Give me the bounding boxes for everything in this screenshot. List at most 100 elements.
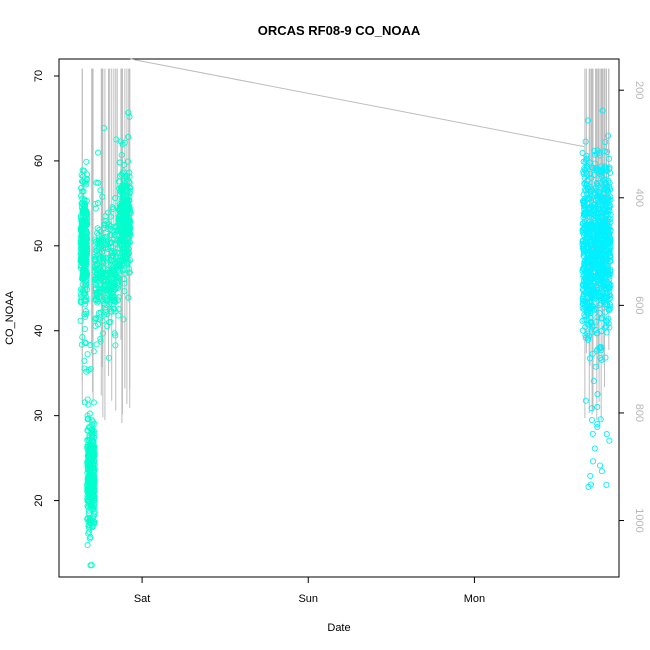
data-point — [81, 257, 89, 264]
data-point — [591, 206, 598, 213]
data-point — [84, 412, 91, 419]
data-point — [79, 334, 86, 341]
data-point — [579, 281, 586, 288]
data-point — [116, 201, 123, 208]
data-point — [97, 187, 104, 194]
data-point — [90, 438, 97, 446]
data-point — [83, 175, 90, 182]
data-point — [111, 330, 118, 337]
data-point — [79, 206, 86, 213]
data-point — [604, 186, 611, 193]
y-tick-label: 70 — [33, 70, 45, 82]
data-point — [107, 318, 114, 326]
data-point — [604, 283, 611, 290]
data-point — [594, 391, 601, 398]
data-point — [112, 252, 120, 260]
data-point — [108, 232, 115, 239]
data-point — [94, 269, 101, 276]
data-point — [79, 234, 86, 241]
data-point — [592, 213, 599, 220]
data-point — [590, 261, 597, 268]
data-point — [119, 141, 126, 148]
data-point — [582, 138, 589, 145]
data-point — [84, 437, 91, 444]
data-point — [99, 193, 106, 200]
data-point — [108, 239, 115, 246]
data-point — [607, 295, 614, 302]
data-point — [115, 178, 122, 185]
data-point — [596, 309, 603, 317]
data-point — [589, 350, 596, 357]
data-point — [603, 183, 611, 190]
data-point — [591, 445, 598, 452]
data-point — [92, 285, 99, 292]
data-point — [98, 232, 105, 240]
y-tick-label: 50 — [33, 240, 45, 252]
data-point — [101, 282, 109, 289]
axes-layer: 20 30 40 50 60 70 Sat Sun Mon 200 400 600 800 1000 — [33, 70, 645, 605]
data-point — [77, 317, 84, 324]
data-point — [100, 330, 107, 337]
data-point — [81, 365, 88, 372]
data-point — [107, 223, 114, 230]
data-point — [109, 204, 116, 211]
data-point — [105, 354, 113, 361]
data-point — [592, 184, 599, 191]
data-point — [585, 336, 592, 343]
data-point — [95, 249, 103, 256]
data-point — [91, 467, 98, 474]
data-point — [594, 230, 601, 237]
data-point — [596, 240, 603, 247]
data-point — [119, 224, 126, 231]
data-point — [83, 281, 90, 288]
data-point — [583, 316, 590, 324]
data-point — [114, 277, 121, 284]
data-point — [81, 339, 88, 346]
data-point — [94, 200, 102, 207]
data-point — [79, 241, 86, 248]
data-point — [584, 185, 591, 192]
data-point — [601, 221, 608, 229]
data-point — [605, 206, 612, 213]
data-point — [120, 316, 127, 323]
data-point — [117, 138, 124, 145]
data-point — [84, 541, 91, 549]
data-point — [79, 218, 86, 225]
data-point — [586, 355, 593, 362]
data-point — [598, 246, 605, 254]
data-point — [124, 250, 131, 257]
data-point — [605, 273, 612, 280]
data-point — [594, 421, 601, 428]
data-point — [598, 468, 605, 475]
data-point — [581, 274, 589, 281]
data-point — [602, 270, 609, 277]
y-tick-label: 60 — [33, 155, 45, 167]
data-point — [606, 284, 613, 291]
data-point — [125, 133, 132, 141]
data-point — [600, 256, 607, 263]
data-point — [122, 236, 129, 243]
data-point — [86, 528, 93, 536]
data-point — [122, 270, 129, 277]
data-point — [587, 472, 594, 479]
data-point — [90, 512, 97, 519]
data-point — [78, 299, 85, 306]
data-point — [78, 262, 85, 269]
data-point — [81, 253, 88, 260]
data-point — [606, 248, 613, 255]
data-point — [581, 207, 588, 214]
data-point — [88, 562, 95, 569]
data-point — [107, 299, 114, 306]
data-point — [592, 160, 599, 167]
data-point — [81, 311, 88, 318]
data-point — [110, 297, 117, 304]
data-point — [126, 226, 134, 233]
data-point — [89, 484, 96, 491]
data-point — [95, 149, 102, 156]
data-point — [593, 347, 600, 355]
data-point — [586, 229, 593, 236]
data-point — [584, 254, 591, 262]
data-point — [607, 245, 614, 252]
data-point — [84, 459, 91, 466]
data-point — [588, 416, 595, 424]
